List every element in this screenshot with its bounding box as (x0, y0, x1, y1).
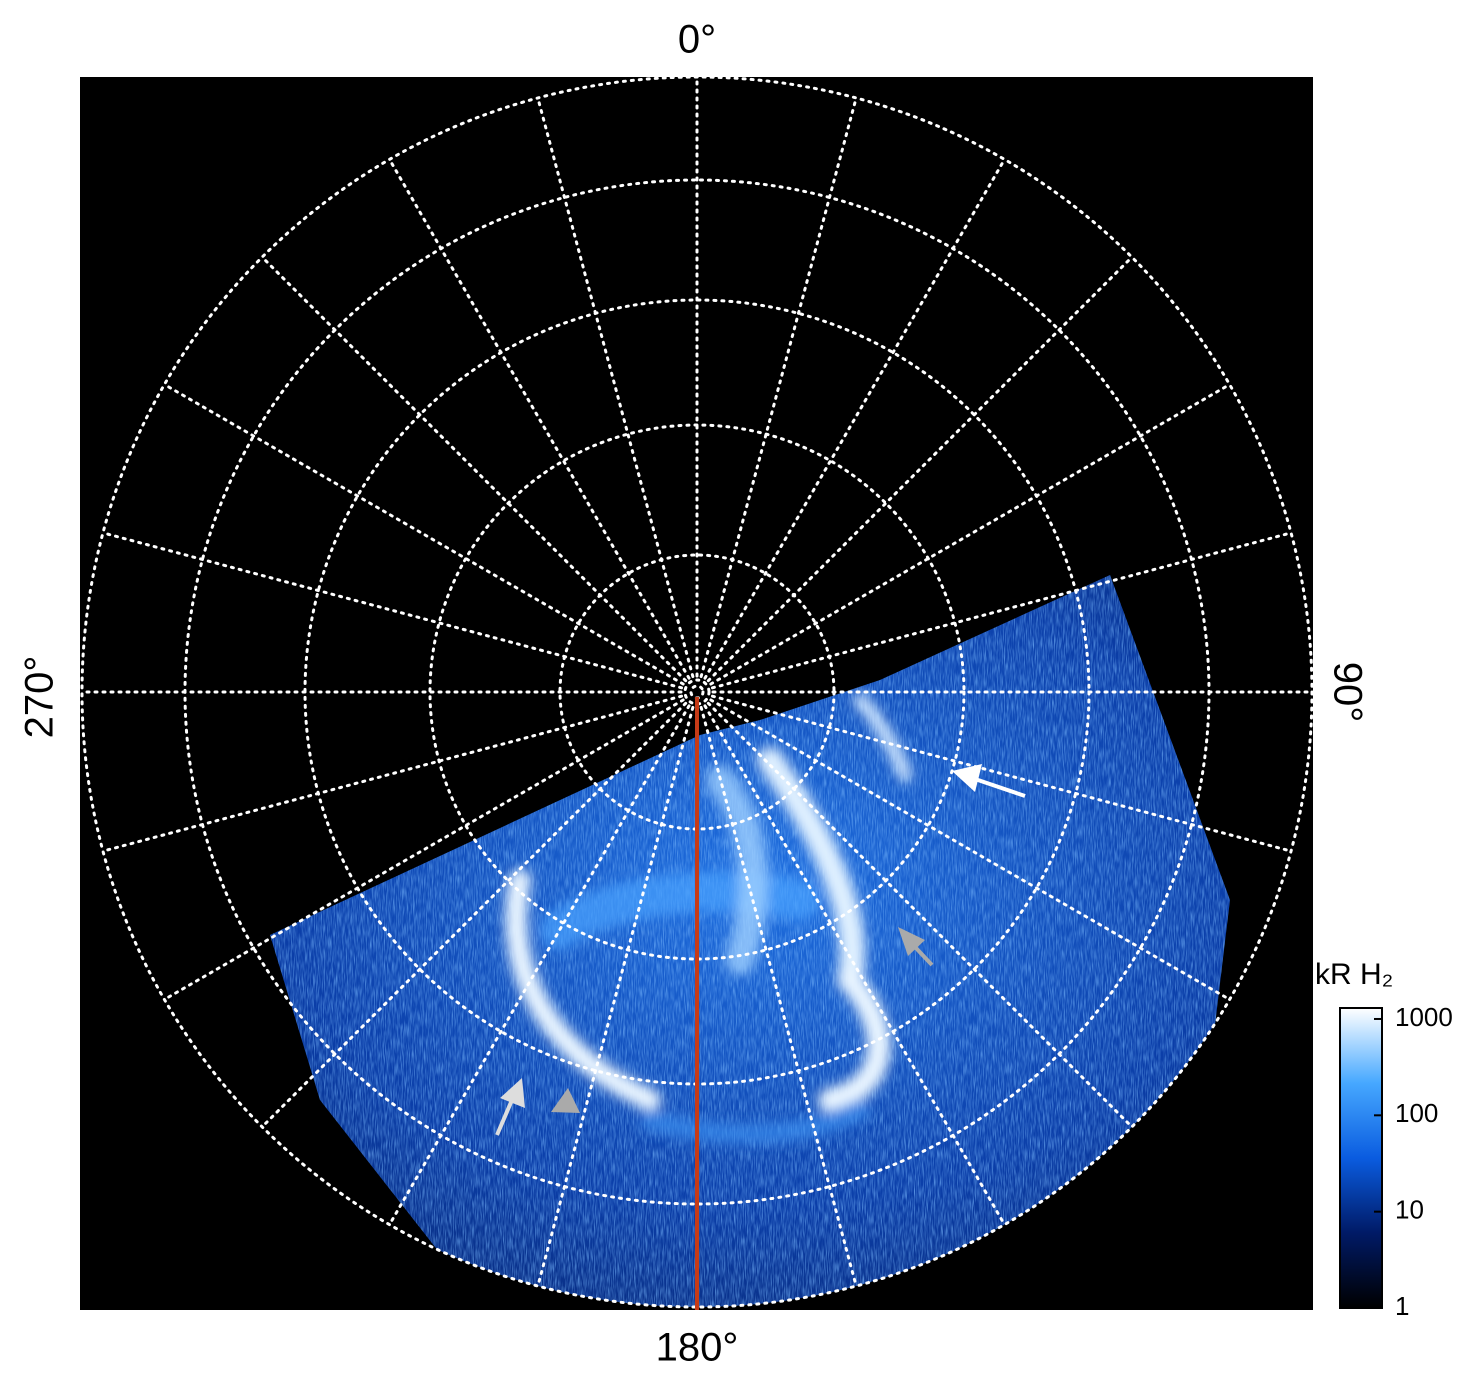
grid-spoke (162, 383, 685, 686)
colorbar-tick-label: 100 (1395, 1098, 1438, 1128)
angle-label: 270° (18, 656, 62, 739)
colorbar (1339, 1007, 1383, 1309)
grid-spoke (709, 383, 1232, 686)
grid-spoke (101, 694, 684, 853)
arrow (974, 777, 1026, 798)
grid-spoke (260, 255, 688, 683)
grid-spoke (703, 704, 1006, 1227)
annotation-arrows (495, 764, 1026, 1136)
grid-spoke (536, 705, 695, 1288)
grid-spoke (709, 698, 1232, 1001)
arrow (913, 945, 934, 967)
grid-spoke (536, 96, 695, 679)
arrow-head (898, 927, 925, 956)
grid-spoke (699, 705, 858, 1288)
arrow-head (551, 1088, 580, 1113)
grid-spoke (706, 255, 1134, 683)
colorbar-tick-label: 10 (1395, 1195, 1424, 1225)
grid-spoke (710, 694, 1293, 853)
colorbar-title: kR H₂ (1315, 958, 1393, 991)
grid-spoke (699, 96, 858, 679)
grid-spoke (388, 157, 691, 680)
grid-circle (80, 77, 1313, 1309)
angle-label: 90° (1325, 662, 1369, 723)
angle-label: 180° (656, 1326, 739, 1370)
grid-spoke (706, 701, 1134, 1129)
grid-spoke (388, 704, 691, 1227)
grid-spoke (703, 157, 1006, 680)
grid-spoke (101, 531, 684, 690)
colorbar-tick-label: 1000 (1395, 1002, 1453, 1032)
arrow-head (952, 764, 982, 792)
angle-label: 0° (678, 18, 716, 62)
colorbar-tick-label: 1 (1395, 1291, 1409, 1321)
arrow-head (500, 1078, 525, 1108)
grid-spoke (260, 701, 688, 1129)
grid-spoke (710, 531, 1293, 690)
grid-spoke (162, 698, 685, 1001)
arrow (495, 1099, 514, 1136)
